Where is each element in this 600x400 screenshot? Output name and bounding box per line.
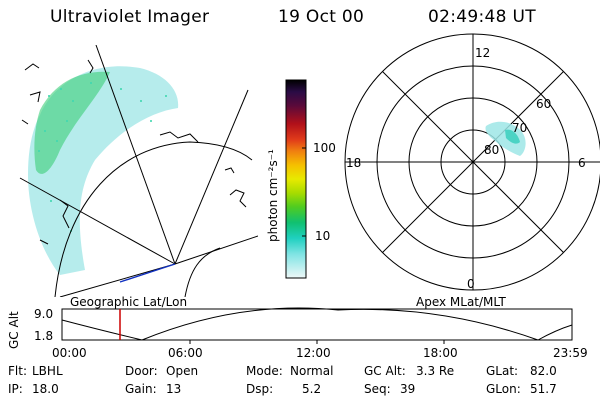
altitude-x-ticks bbox=[189, 340, 445, 344]
altitude-curve bbox=[61, 307, 573, 341]
altitude-xtick-0000: 00:00 bbox=[52, 346, 87, 360]
ip-value: 18.0 bbox=[32, 382, 59, 396]
gain-label: Gain: bbox=[125, 382, 157, 396]
seq-label: Seq: bbox=[364, 382, 391, 396]
polar-emission-region bbox=[485, 121, 526, 156]
lat-label-80: 80 bbox=[484, 143, 500, 157]
glat-value: 82.0 bbox=[530, 364, 557, 378]
mlt-label-12: 12 bbox=[475, 46, 491, 60]
altitude-xtick-1200: 12:00 bbox=[296, 346, 331, 360]
altitude-ytick-min: 1.8 bbox=[34, 329, 54, 343]
seq-value: 39 bbox=[400, 382, 416, 396]
altitude-plot-frame bbox=[61, 308, 573, 341]
app-title: Ultraviolet Imager bbox=[50, 7, 210, 27]
mode-value: Normal bbox=[290, 364, 334, 378]
polar-emission-core bbox=[505, 129, 520, 144]
flt-value: LBHL bbox=[32, 364, 63, 378]
glon-label: GLon: bbox=[486, 382, 521, 396]
altitude-ylabel: GC Alt bbox=[7, 311, 21, 349]
door-label: Door: bbox=[125, 364, 158, 378]
coastlines bbox=[21, 59, 247, 245]
lat-label-60: 60 bbox=[536, 97, 552, 111]
gc-alt-value: 3.3 Re bbox=[416, 364, 455, 378]
lat-label-70: 70 bbox=[512, 121, 528, 135]
altitude-xtick-1800: 18:00 bbox=[423, 346, 458, 360]
altitude-ytick-max: 9.0 bbox=[34, 307, 54, 321]
altitude-xtick-0600: 06:00 bbox=[168, 346, 203, 360]
ip-label: IP: bbox=[8, 382, 23, 396]
mlt-label-0: 0 bbox=[467, 277, 475, 291]
lat-lon-grid bbox=[19, 45, 258, 297]
time-text: 02:49:48 UT bbox=[428, 7, 536, 27]
orbit-track bbox=[119, 263, 176, 283]
dsp-value: 5.2 bbox=[302, 382, 322, 396]
dsp-label: Dsp: bbox=[246, 382, 274, 396]
mlt-label-18: 18 bbox=[346, 156, 362, 170]
polar-diagonal-2 bbox=[382, 71, 564, 253]
flt-label: Flt: bbox=[8, 364, 27, 378]
date-text: 19 Oct 00 bbox=[278, 7, 365, 27]
mlt-label-6: 6 bbox=[578, 156, 586, 170]
auroral-emission-core bbox=[34, 71, 110, 174]
mode-label: Mode: bbox=[246, 364, 283, 378]
door-value: Open bbox=[166, 364, 199, 378]
colorbar-tick-label-10: 10 bbox=[315, 229, 331, 243]
gain-value: 13 bbox=[166, 382, 182, 396]
glat-label: GLat: bbox=[486, 364, 519, 378]
glon-value: 51.7 bbox=[530, 382, 557, 396]
geographic-label: Geographic Lat/Lon bbox=[70, 295, 188, 309]
altitude-xtick-2359: 23:59 bbox=[553, 346, 588, 360]
colorbar-gradient bbox=[285, 79, 307, 279]
colorbar-tick-label-100: 100 bbox=[313, 141, 336, 155]
apex-label: Apex MLat/MLT bbox=[416, 295, 506, 309]
gc-alt-label: GC Alt: bbox=[364, 364, 406, 378]
